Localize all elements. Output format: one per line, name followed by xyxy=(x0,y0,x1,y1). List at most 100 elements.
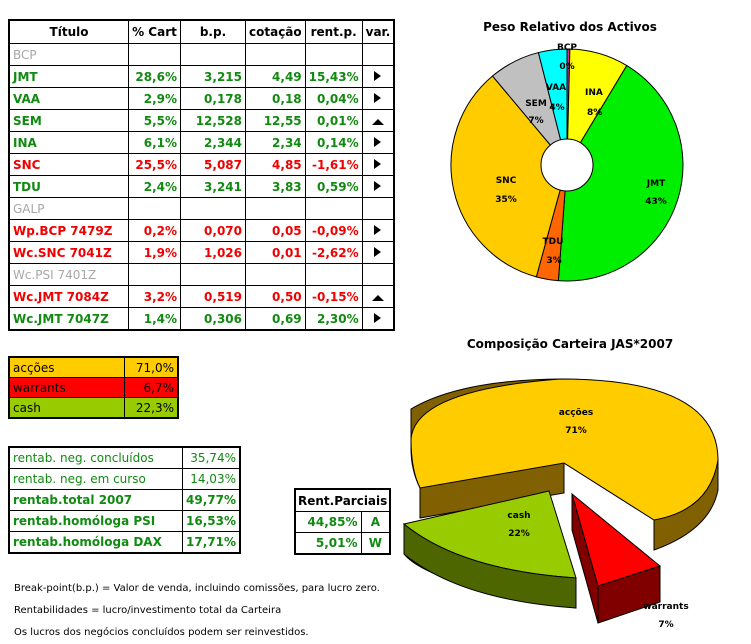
holdings-table: Título % Cart b.p. cotação rent.p. var. … xyxy=(8,19,396,331)
holding-rent: 2,30% xyxy=(304,307,363,331)
returns-row: rentab. neg. em curso 14,03% xyxy=(8,468,241,490)
holding-bp: 0,178 xyxy=(180,87,246,110)
allocation-value: 71,0% xyxy=(124,356,179,378)
label-jmt-pct: 43% xyxy=(645,197,667,207)
holding-name: SNC xyxy=(8,153,129,176)
returns-value: 14,03% xyxy=(181,468,241,490)
holding-row: SNC 25,5% 5,087 4,85 -1,61% xyxy=(8,153,395,176)
holding-name: TDU xyxy=(8,175,129,198)
holding-row: VAA 2,9% 0,178 0,18 0,04% xyxy=(8,87,395,110)
holding-rent: -0,09% xyxy=(304,219,363,242)
returns-label: rentab.total 2007 xyxy=(8,489,183,511)
arrow-right-icon xyxy=(374,180,382,191)
holding-rent: -0,15% xyxy=(304,285,363,308)
label-jmt: JMT xyxy=(646,179,666,189)
composition-chart: acções 71% cash 22% warrants 7% xyxy=(402,378,719,630)
holdings-header-row: Título % Cart b.p. cotação rent.p. var. xyxy=(8,19,395,44)
arrow-right-icon xyxy=(374,70,382,81)
holding-bp: 0,519 xyxy=(180,285,246,308)
holding-cotacao: 4,85 xyxy=(245,153,306,176)
partial-value: 5,01% xyxy=(294,532,362,555)
holding-row: Wc.JMT 7084Z 3,2% 0,519 0,50 -0,15% xyxy=(8,285,395,308)
doughnut-chart-title: Peso Relativo dos Activos xyxy=(483,20,657,34)
holding-row: JMT 28,6% 3,215 4,49 15,43% xyxy=(8,65,395,88)
note-break-point: Break-point(b.p.) = Valor de venda, incl… xyxy=(14,583,380,594)
holding-cart: 2,4% xyxy=(128,175,181,198)
note-reinvest: Os lucros dos negócios concluídos podem … xyxy=(14,627,309,638)
label-ina: INA xyxy=(585,88,603,98)
holding-rent: 15,43% xyxy=(304,65,363,88)
holding-var xyxy=(361,131,395,154)
returns-label: rentab. neg. em curso xyxy=(8,468,183,490)
allocation-value: 22,3% xyxy=(124,397,179,419)
holding-cart: 3,2% xyxy=(128,285,181,308)
note-rentabilidades: Rentabilidades = lucro/investimento tota… xyxy=(14,605,282,616)
holding-cart: 2,9% xyxy=(128,87,181,110)
holding-name: JMT xyxy=(8,65,129,88)
holding-cotacao: 2,34 xyxy=(245,131,306,154)
slice-vaa xyxy=(537,48,568,166)
returns-table: rentab. neg. concluídos 35,74% rentab. neg… xyxy=(8,446,241,554)
holding-bp: 0,070 xyxy=(180,219,246,242)
holding-rent: 0,01% xyxy=(304,109,363,132)
col-header-cart: % Cart xyxy=(128,19,181,44)
returns-label: rentab.homóloga DAX xyxy=(8,531,183,554)
group-row: Wc.PSI 7401Z xyxy=(8,263,395,286)
col-header-titulo: Título xyxy=(8,19,129,44)
label-sem-pct: 7% xyxy=(528,116,543,126)
returns-row: rentab.total 2007 49,77% xyxy=(8,489,241,511)
arrow-right-icon xyxy=(374,158,382,169)
col-header-cotacao: cotação xyxy=(245,19,306,44)
arrow-up-icon xyxy=(371,294,384,301)
holding-cotacao: 0,69 xyxy=(245,307,306,331)
holding-var xyxy=(361,109,395,132)
label-tdu-pct: 3% xyxy=(546,256,561,266)
holding-row: Wp.BCP 7479Z 0,2% 0,070 0,05 -0,09% xyxy=(8,219,395,242)
holding-cotacao: 0,05 xyxy=(245,219,306,242)
holding-name: Wc.JMT 7084Z xyxy=(8,285,129,308)
returns-label: rentab. neg. concluídos xyxy=(8,446,183,469)
arrow-right-icon xyxy=(374,312,382,323)
partial-label: W xyxy=(360,532,391,555)
partial-returns-header: Rent.Parciais xyxy=(294,488,391,512)
returns-label: rentab.homóloga PSI xyxy=(8,510,183,532)
group-name: Wc.PSI 7401Z xyxy=(8,263,129,286)
holding-var xyxy=(361,87,395,110)
holding-bp: 3,241 xyxy=(180,175,246,198)
holding-cotacao: 12,55 xyxy=(245,109,306,132)
holding-var xyxy=(361,175,395,198)
label-bcp-pct: 0% xyxy=(559,62,574,72)
group-row: GALP xyxy=(8,197,395,220)
label-bcp-name: BCP xyxy=(557,43,577,53)
holding-row: INA 6,1% 2,344 2,34 0,14% xyxy=(8,131,395,154)
col-header-rent: rent.p. xyxy=(304,19,363,44)
holding-cotacao: 4,49 xyxy=(245,65,306,88)
holding-var xyxy=(361,307,395,331)
holding-cart: 1,4% xyxy=(128,307,181,331)
holding-bp: 5,087 xyxy=(180,153,246,176)
allocation-label: warrants xyxy=(8,377,125,398)
label-vaa: VAA xyxy=(546,83,566,93)
holding-var xyxy=(361,241,395,264)
returns-value: 35,74% xyxy=(181,446,241,469)
arrow-right-icon xyxy=(374,92,382,103)
holding-rent: 0,04% xyxy=(304,87,363,110)
allocation-label: cash xyxy=(8,397,125,419)
label-snc-pct: 35% xyxy=(495,195,517,205)
holding-rent: 0,14% xyxy=(304,131,363,154)
holding-row: SEM 5,5% 12,528 12,55 0,01% xyxy=(8,109,395,132)
returns-value: 17,71% xyxy=(181,531,241,554)
partial-value: 44,85% xyxy=(294,511,362,533)
holding-row: TDU 2,4% 3,241 3,83 0,59% xyxy=(8,175,395,198)
slice-snc xyxy=(450,75,568,278)
holding-name: SEM xyxy=(8,109,129,132)
holding-cart: 28,6% xyxy=(128,65,181,88)
returns-row: rentab. neg. concluídos 35,74% xyxy=(8,446,241,469)
label-accoes: acções xyxy=(559,408,593,418)
returns-row: rentab.homóloga DAX 17,71% xyxy=(8,531,241,554)
arrow-right-icon xyxy=(374,246,382,257)
partial-row: 44,85% A xyxy=(294,511,391,533)
holding-cotacao: 3,83 xyxy=(245,175,306,198)
group-row: BCP xyxy=(8,43,395,66)
label-vaa-pct: 4% xyxy=(549,103,564,113)
